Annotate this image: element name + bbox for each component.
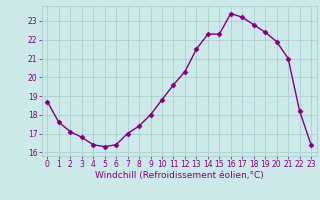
X-axis label: Windchill (Refroidissement éolien,°C): Windchill (Refroidissement éolien,°C) [95,171,264,180]
